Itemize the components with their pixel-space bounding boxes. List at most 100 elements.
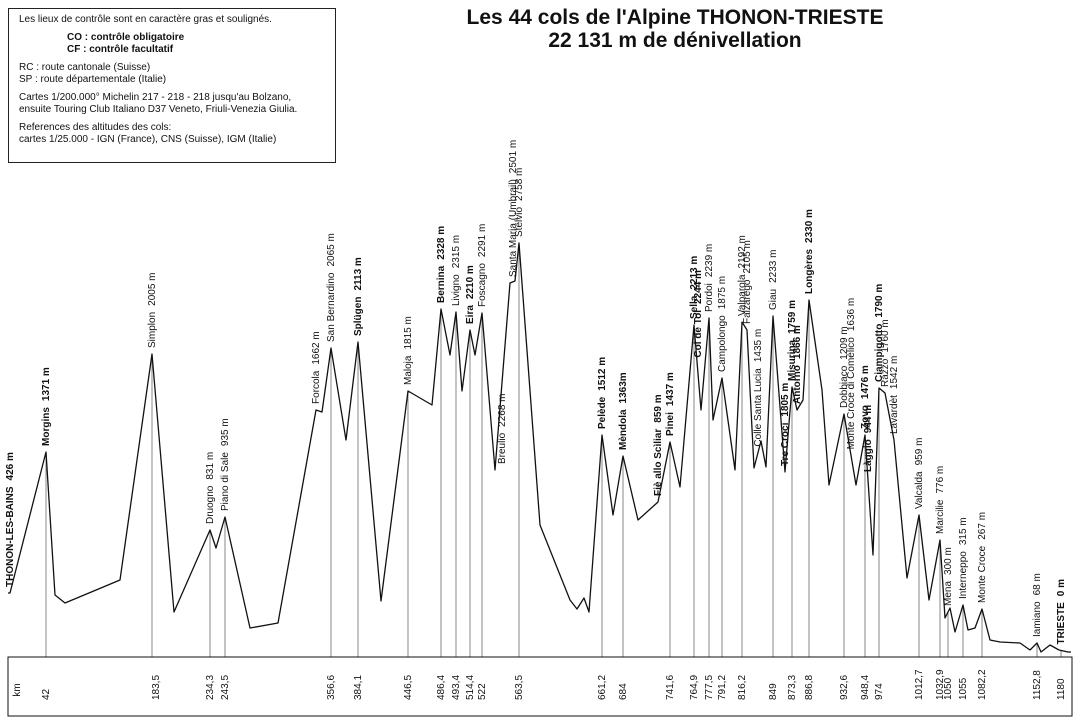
pass-name: Piano di Sale bbox=[220, 452, 231, 511]
pass-label-fie-allo-sciliar: Fiè allo Scìliar 859 m bbox=[653, 394, 664, 496]
pass-name: Misurina bbox=[787, 339, 798, 381]
km-tick-label: 243,5 bbox=[220, 675, 231, 700]
km-tick-label: 764,9 bbox=[689, 675, 700, 700]
legend-rc: RC : route cantonale (Suisse) bbox=[19, 62, 151, 73]
pass-name: Maloja bbox=[403, 355, 414, 385]
pass-label-marcilie: Marcilie 776 m bbox=[935, 466, 946, 534]
pass-label-thonon-les-bains: THONON-LES-BAINS 426 m bbox=[5, 452, 16, 587]
pass-name: Longères bbox=[804, 249, 815, 294]
pass-label-foscagno: Foscagno 2291 m bbox=[477, 224, 488, 307]
pass-name: Làggio bbox=[863, 439, 874, 472]
pass-name: Lavardèt bbox=[889, 395, 900, 434]
pass-name: Pinei bbox=[665, 412, 676, 436]
pass-label-maloja: Maloja 1815 m bbox=[403, 316, 414, 385]
pass-altitude: 2328 m bbox=[436, 226, 447, 260]
pass-altitude: 776 m bbox=[935, 466, 946, 494]
pass-name: Simplon bbox=[147, 312, 158, 348]
km-tick-label: 948,4 bbox=[860, 675, 871, 700]
km-tick-label: 1152,8 bbox=[1032, 670, 1043, 700]
pass-altitude: 959 m bbox=[914, 438, 925, 466]
pass-label-mendola: Mèndola 1363m bbox=[618, 372, 629, 450]
pass-name: TRIESTE bbox=[1056, 602, 1067, 645]
pass-name: Splügen bbox=[353, 297, 364, 336]
km-tick-label: 1055 bbox=[958, 677, 969, 700]
km-axis-unit: km bbox=[12, 683, 23, 696]
pass-altitude: 315 m bbox=[958, 517, 969, 545]
pass-label-livigno: Livigno 2315 m bbox=[451, 235, 462, 306]
km-axis-box bbox=[7, 656, 1073, 717]
pass-label-lavardet: Lavardèt 1542 m bbox=[889, 356, 900, 434]
pass-altitude: 2210 m bbox=[465, 265, 476, 299]
pass-label-giau: Giau 2233 m bbox=[768, 250, 779, 310]
pass-labels: THONON-LES-BAINS 426 m Morgins 1371 m Simplo… bbox=[5, 140, 1067, 645]
km-tick-label: 816,2 bbox=[737, 675, 748, 700]
pass-label-mena: Mena 300 m bbox=[943, 547, 954, 606]
pass-label-col-de-tol: Col de Tol 2244 m bbox=[693, 270, 704, 358]
pass-altitude: 2268 m bbox=[497, 394, 508, 427]
pass-label-breulio: Breulio 2268 m bbox=[497, 394, 508, 465]
pass-label-ciampigotto: Ciampigotto 1790 m bbox=[874, 284, 885, 382]
pass-name: Falzarego bbox=[742, 279, 753, 324]
pass-altitude: 1790 m bbox=[874, 284, 885, 318]
legend-sp: SP : route départementale (Italie) bbox=[19, 74, 167, 85]
title-line-1: Les 44 cols de l'Alpine THONON-TRIESTE bbox=[466, 6, 884, 29]
pass-label-piano-di-sale: Piano di Sale 935 m bbox=[220, 418, 231, 511]
pass-name: Iamiano bbox=[1032, 601, 1043, 637]
pass-name: Livigno bbox=[451, 274, 462, 306]
pass-name: Valparola bbox=[737, 274, 748, 316]
pass-altitude: 935 m bbox=[220, 418, 231, 446]
pass-name: Ciampigotto bbox=[874, 324, 885, 382]
pass-label-eira: Eira 2210 m bbox=[465, 265, 476, 324]
legend-intro: Les lieux de contrôle sont en caractère … bbox=[19, 14, 272, 25]
pass-altitude: 2501 m bbox=[508, 140, 519, 173]
pass-label-iamiano: Iamiano 68 m bbox=[1032, 573, 1043, 637]
pass-name: Eira bbox=[465, 305, 476, 324]
pass-altitude: 2239 m bbox=[704, 244, 715, 277]
pass-label-dobbiaco: Dobbiaco 1209 m bbox=[839, 326, 850, 408]
pass-altitude: 2758 m bbox=[514, 168, 525, 201]
pass-altitude: 1371 m bbox=[41, 367, 52, 401]
km-tick-label: 486,4 bbox=[436, 675, 447, 700]
pass-label-laggio: Làggio 944 m bbox=[863, 405, 874, 472]
pass-label-valparola: Valparola 2192 m bbox=[737, 235, 748, 316]
pass-label-forcola: Forcola 1662 m bbox=[311, 331, 322, 404]
pass-altitude: 2113 m bbox=[353, 257, 364, 290]
pass-altitude: 267 m bbox=[977, 512, 988, 540]
km-tick-label: 932,6 bbox=[839, 675, 850, 700]
pass-name: Campolongo bbox=[717, 315, 728, 372]
km-tick-label: 234,3 bbox=[205, 675, 216, 700]
profile-line bbox=[8, 242, 1071, 653]
pass-label-stelvio: Stelvio 2758 m bbox=[514, 168, 525, 237]
pass-label-razzo: Razzo 1760 m bbox=[880, 319, 891, 387]
pass-label-simplon: Simplon 2005 m bbox=[147, 273, 158, 349]
pass-name: Breulio bbox=[497, 432, 508, 464]
pass-label-falzarego: Falzarego 2105 m bbox=[742, 240, 753, 324]
pass-label-bernina: Bernina 2328 m bbox=[436, 226, 447, 303]
pass-altitude: 831 m bbox=[205, 452, 216, 480]
pass-label-morgins: Morgins 1371 m bbox=[41, 367, 52, 446]
pass-label-monte-croce: Monte Croce 267 m bbox=[977, 512, 988, 603]
pass-altitude: 2233 m bbox=[768, 250, 779, 283]
diagram-title: Les 44 cols de l'Alpine THONON-TRIESTE 2… bbox=[430, 6, 920, 52]
pass-altitude: 1866 m bbox=[792, 325, 803, 359]
km-tick-label: 356,6 bbox=[326, 675, 337, 700]
pass-label-valcalda: Valcalda 959 m bbox=[914, 438, 925, 509]
pass-altitude: 2065 m bbox=[326, 233, 337, 266]
legend-box: Les lieux de contrôle sont en caractère … bbox=[8, 8, 336, 163]
km-tick-label: 741,6 bbox=[665, 675, 676, 700]
km-tick-label: 1180 bbox=[1056, 678, 1067, 700]
pass-altitude: 1760 m bbox=[880, 319, 891, 352]
pass-altitude: 0 m bbox=[1056, 579, 1067, 596]
pass-label-druogno: Druogno 831 m bbox=[205, 452, 216, 524]
pass-name: Bernina bbox=[436, 265, 447, 303]
km-tick-label: 563,5 bbox=[514, 675, 525, 700]
km-tick-label: 1012,7 bbox=[914, 669, 925, 700]
pass-altitude: 1542 m bbox=[889, 356, 900, 389]
pass-name: Valcalda bbox=[914, 471, 925, 509]
pass-altitude: 2005 m bbox=[147, 273, 158, 306]
pass-name: Foscagno bbox=[477, 263, 488, 307]
pass-label-pinei: Pinei 1437 m bbox=[665, 372, 676, 436]
pass-name: Giau bbox=[768, 289, 779, 310]
km-tick-label: 1082,2 bbox=[977, 669, 988, 700]
pass-name: San Bernardino bbox=[326, 272, 337, 342]
